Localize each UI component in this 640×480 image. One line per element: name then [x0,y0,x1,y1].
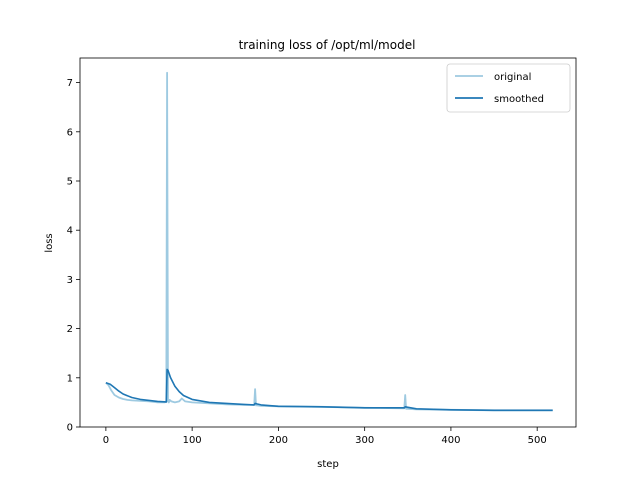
legend-label-original: original [494,72,531,83]
x-tick-label: 400 [441,435,460,446]
chart-title: training loss of /opt/ml/model [239,38,416,52]
y-tick-label: 1 [67,373,73,384]
y-tick-label: 4 [67,226,73,237]
x-axis-label: step [317,459,339,470]
y-tick-label: 6 [67,127,73,138]
axes-frame [79,57,577,428]
y-tick-label: 5 [67,177,73,188]
y-tick-label: 3 [67,275,73,286]
legend-label-smoothed: smoothed [494,94,544,105]
series-line-smoothed [105,368,553,412]
y-axis-ticks: 0 1 2 3 4 5 6 7 [67,78,80,434]
series-line-original [105,71,553,412]
x-tick-label: 0 [103,435,109,446]
x-axis-ticks: 0 100 200 300 400 500 [103,427,547,446]
plot-area [105,71,553,412]
y-tick-label: 2 [67,324,73,335]
x-tick-label: 100 [183,435,202,446]
x-tick-label: 500 [528,435,547,446]
y-tick-label: 7 [67,78,73,89]
y-axis-label: loss [44,233,55,252]
y-tick-label: 0 [67,423,73,434]
x-tick-label: 300 [355,435,374,446]
x-tick-label: 200 [269,435,288,446]
legend: original smoothed [446,63,571,113]
